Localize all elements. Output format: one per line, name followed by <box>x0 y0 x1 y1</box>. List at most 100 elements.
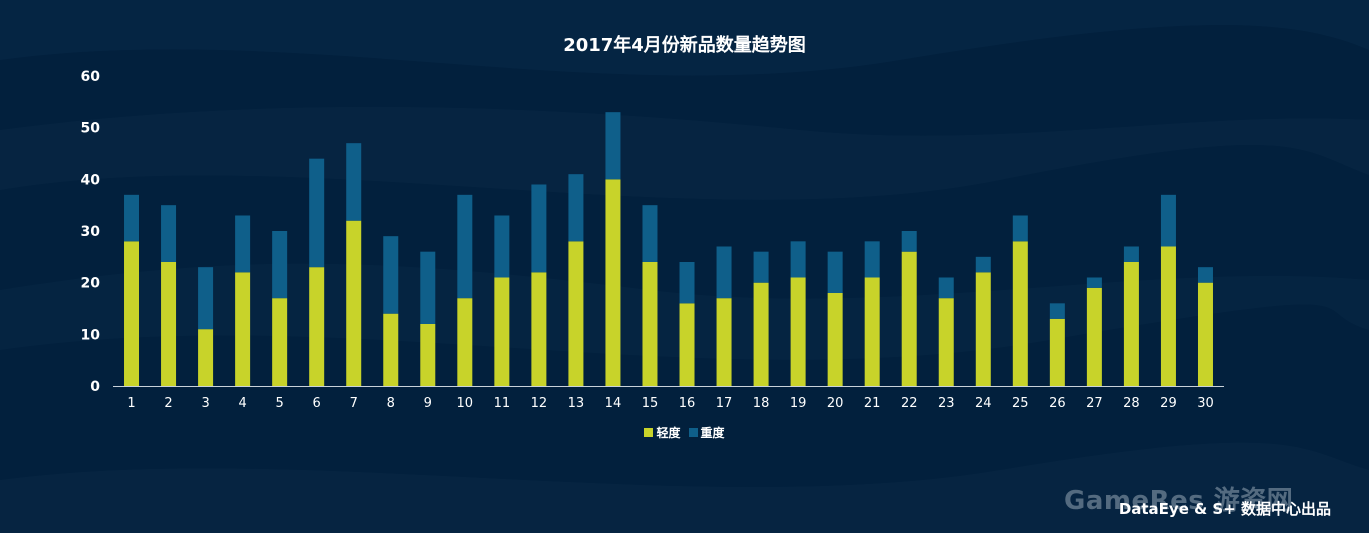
bar-heavy[interactable] <box>716 246 732 299</box>
x-tick-label: 19 <box>790 396 807 411</box>
bar-heavy[interactable] <box>235 215 251 273</box>
bar-light[interactable] <box>1049 318 1065 386</box>
bar-heavy[interactable] <box>827 251 843 293</box>
bar-heavy[interactable] <box>457 194 473 299</box>
y-tick-label: 40 <box>81 172 101 188</box>
bar-heavy[interactable] <box>161 205 177 262</box>
x-tick-label: 11 <box>494 396 511 411</box>
bar-light[interactable] <box>827 293 843 386</box>
bar-light[interactable] <box>1197 282 1213 386</box>
bar-heavy[interactable] <box>753 251 769 283</box>
x-tick-label: 21 <box>864 396 881 411</box>
x-tick-label: 23 <box>938 396 955 411</box>
bar-light[interactable] <box>1123 262 1139 386</box>
bar-heavy[interactable] <box>1123 246 1139 263</box>
bar-heavy[interactable] <box>346 143 362 221</box>
legend-swatch-heavy <box>688 428 698 437</box>
bar-light[interactable] <box>642 262 658 386</box>
bar-light[interactable] <box>531 272 547 386</box>
bar-heavy[interactable] <box>975 256 991 273</box>
bar-light[interactable] <box>864 277 880 387</box>
bar-light[interactable] <box>124 241 140 386</box>
x-tick-label: 2 <box>164 396 172 411</box>
bar-light[interactable] <box>494 277 510 387</box>
bar-light[interactable] <box>161 262 177 386</box>
bar-heavy[interactable] <box>494 215 510 278</box>
bar-heavy[interactable] <box>901 231 917 252</box>
x-tick-label: 5 <box>276 396 284 411</box>
legend-label-light: 轻度 <box>656 426 681 440</box>
bar-light[interactable] <box>1086 287 1102 386</box>
legend-swatch-light <box>644 428 654 437</box>
x-tick-label: 20 <box>827 396 844 411</box>
x-tick-label: 27 <box>1086 396 1103 411</box>
bar-light[interactable] <box>790 277 806 387</box>
y-tick-label: 0 <box>90 379 100 395</box>
bar-light[interactable] <box>1160 246 1176 387</box>
bar-heavy[interactable] <box>1160 194 1176 247</box>
bar-heavy[interactable] <box>531 184 547 273</box>
bar-heavy[interactable] <box>1086 277 1102 288</box>
bar-light[interactable] <box>605 179 621 386</box>
bar-light[interactable] <box>420 324 436 386</box>
bar-heavy[interactable] <box>679 262 695 304</box>
bar-heavy[interactable] <box>864 241 880 278</box>
y-axis: 0 10 20 30 40 50 60 <box>81 69 101 395</box>
bar-light[interactable] <box>309 267 325 386</box>
bar-heavy[interactable] <box>605 112 621 180</box>
bar-light[interactable] <box>457 298 473 386</box>
legend: 轻度 重度 <box>0 424 1369 441</box>
bar-light[interactable] <box>198 329 214 386</box>
x-axis: 1 2 3 4 5 6 7 8 9 10 11 12 13 14 15 16 17 18 19 20 21 22 23 24 2… <box>113 386 1224 411</box>
x-tick-label: 29 <box>1160 396 1177 411</box>
bar-light[interactable] <box>235 272 251 386</box>
bar-light[interactable] <box>1012 241 1028 386</box>
bar-light[interactable] <box>383 313 399 386</box>
bar-heavy[interactable] <box>642 205 658 262</box>
bar-light[interactable] <box>716 298 732 386</box>
y-tick-label: 20 <box>81 276 101 292</box>
chart-title: 2017年4月份新品数量趋势图 <box>563 35 806 56</box>
bar-heavy[interactable] <box>568 174 584 242</box>
bar-heavy[interactable] <box>1012 215 1028 242</box>
x-tick-label: 28 <box>1123 396 1140 411</box>
bar-light[interactable] <box>272 298 288 386</box>
bar-light[interactable] <box>753 282 769 386</box>
bar-light[interactable] <box>975 272 991 386</box>
legend-item-heavy[interactable]: 重度 <box>688 424 725 441</box>
bar-heavy[interactable] <box>1197 267 1213 283</box>
bar-heavy[interactable] <box>420 251 436 324</box>
x-tick-label: 7 <box>350 396 358 411</box>
bars <box>124 112 1213 386</box>
y-tick-label: 10 <box>81 327 101 343</box>
x-tick-label: 6 <box>313 396 321 411</box>
bar-light[interactable] <box>901 251 917 386</box>
bar-heavy[interactable] <box>938 277 954 299</box>
bar-heavy[interactable] <box>790 241 806 278</box>
credit-text: DataEye & S+ 数据中心出品 <box>1118 500 1331 518</box>
x-tick-label: 24 <box>975 396 992 411</box>
bar-light[interactable] <box>568 241 584 386</box>
x-tick-label: 8 <box>387 396 395 411</box>
legend-label-heavy: 重度 <box>700 426 725 440</box>
bar-heavy[interactable] <box>124 194 140 242</box>
x-tick-label: 22 <box>901 396 918 411</box>
bar-heavy[interactable] <box>198 267 214 330</box>
bar-light[interactable] <box>938 298 954 386</box>
x-tick-label: 3 <box>201 396 209 411</box>
bar-light[interactable] <box>346 220 362 386</box>
x-tick-label: 18 <box>753 396 770 411</box>
legend-item-light[interactable]: 轻度 <box>644 424 681 441</box>
bar-light[interactable] <box>679 303 695 386</box>
x-tick-label: 13 <box>568 396 585 411</box>
x-tick-label: 30 <box>1197 396 1214 411</box>
x-tick-label: 15 <box>642 396 659 411</box>
bar-heavy[interactable] <box>272 231 288 299</box>
y-tick-label: 60 <box>81 69 101 85</box>
x-tick-label: 9 <box>424 396 432 411</box>
bar-heavy[interactable] <box>1049 303 1065 319</box>
bar-heavy[interactable] <box>309 158 325 268</box>
bar-heavy[interactable] <box>383 236 399 314</box>
x-tick-label: 16 <box>679 396 696 411</box>
